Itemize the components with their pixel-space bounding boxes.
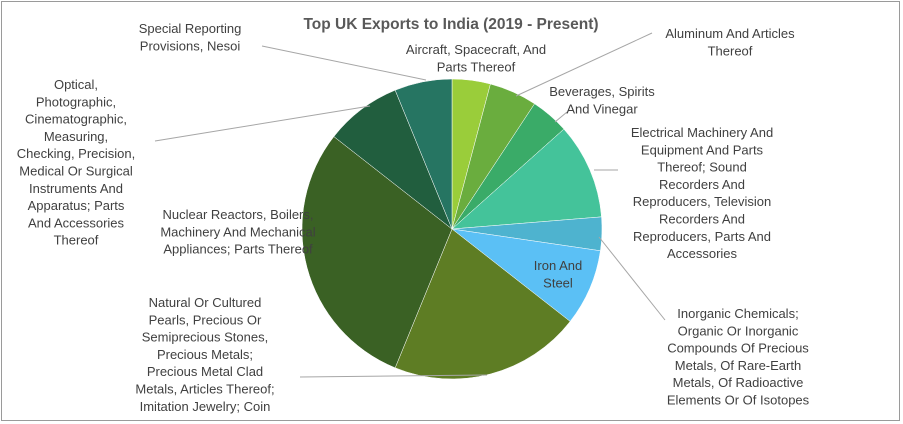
pie-slice-8 (301, 136, 453, 369)
slice-label-10: Special Reporting Provisions, Nesoi (139, 21, 242, 53)
leader-line-7 (299, 374, 488, 378)
pie-slice-7 (394, 228, 571, 380)
slice-labels: Aircraft, Spacecraft, And Parts Thereof Al… (17, 21, 810, 414)
pie-slice-10 (394, 78, 453, 230)
slice-label-1: Aircraft, Spacecraft, And Parts Thereof (406, 42, 546, 74)
slice-label-7: Natural Or Cultured Pearls, Precious Or Se… (135, 295, 274, 414)
leader-line-3 (554, 111, 568, 123)
slice-label-6: Iron And Steel (534, 258, 582, 290)
leader-line-5 (598, 236, 666, 321)
leader-line-10 (261, 45, 427, 81)
leader-line-9 (154, 105, 371, 142)
slice-label-8: Nuclear Reactors, Boilers, Machinery And … (160, 207, 315, 257)
slice-label-9: Optical, Photographic, Cinematographic, Mea… (17, 77, 136, 248)
chart-title: Top UK Exports to India (2019 - Present) (303, 16, 598, 33)
pie-slice-4 (451, 128, 602, 230)
slice-label-2: Aluminum And Articles Thereof (665, 26, 795, 58)
slice-label-4: Electrical Machinery And Equipment And Pa… (631, 125, 773, 261)
slice-label-3: Beverages, Spirits And Vinegar (549, 84, 655, 116)
slice-label-5: Inorganic Chemicals; Organic Or Inorganic… (667, 306, 810, 408)
pie-slices (301, 78, 603, 380)
leader-line-2 (515, 32, 653, 97)
leader-lines (154, 32, 666, 378)
